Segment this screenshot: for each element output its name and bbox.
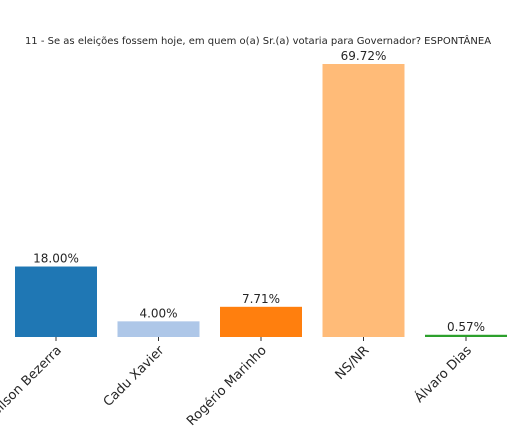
bar-cadu-xavier	[117, 321, 200, 337]
data-label-alvaro-dias: 0.57%	[447, 320, 485, 334]
data-label-ns-nr: 69.72%	[341, 49, 387, 63]
plot-area: 18.00% Gilson Bezerra 4.00% Cadu Xavier 7.71…	[0, 49, 507, 429]
data-label-cadu-xavier: 4.00%	[139, 306, 177, 320]
x-tick-label-alvaro-dias: Álvaro Dias	[411, 342, 475, 406]
x-tick-label-rogerio-marinho: Rogério Marinho	[184, 343, 270, 429]
bar-ns-nr	[322, 64, 405, 337]
x-tick-label-gilson-bezerra: Gilson Bezerra	[0, 343, 65, 420]
bar-alvaro-dias	[425, 334, 507, 337]
bar-rogerio-marinho	[220, 306, 302, 337]
data-label-gilson-bezerra: 18.00%	[33, 252, 79, 266]
x-tick-label-cadu-xavier: Cadu Xavier	[101, 343, 168, 410]
chart-title: 11 - Se as eleições fossem hoje, em quem…	[25, 34, 491, 47]
bar-gilson-bezerra	[15, 266, 97, 337]
x-tick-label-ns-nr: NS/NR	[333, 343, 373, 383]
data-label-rogerio-marinho: 7.71%	[242, 292, 280, 306]
